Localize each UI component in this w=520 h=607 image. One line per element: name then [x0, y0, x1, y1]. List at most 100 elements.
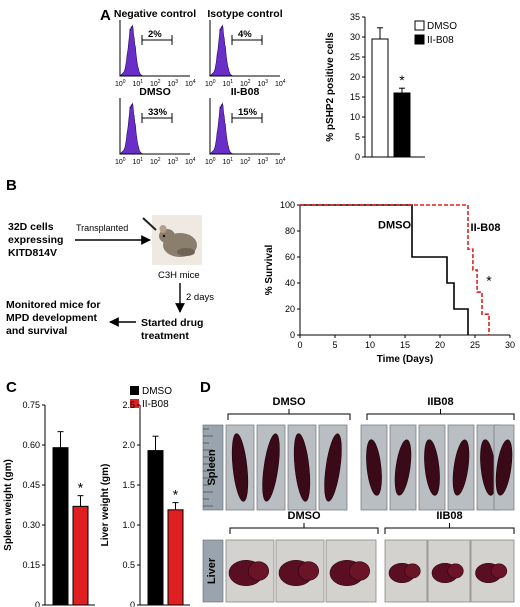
cells-line-1: 32D cells — [8, 221, 54, 233]
y-tick-label: 0 — [290, 330, 295, 340]
liver-lobe — [404, 563, 421, 579]
decade-tick-label: 100 — [205, 79, 216, 88]
spleen-iib08-bracket — [366, 409, 515, 420]
pshp2-bar-chart: 0 5 10 15 20 25 30 35 % pSHP2 positive cells * DMS… — [325, 12, 457, 162]
y-tick-label: 5 — [355, 132, 360, 142]
survival-curve — [300, 204, 469, 335]
liver-weight-chart: 0 0.5 1.0 1.5 2.0 2.5 Liver weight (gm) * — [100, 400, 190, 607]
decade-tick-label: 101 — [133, 157, 144, 166]
decade-tick-label: 102 — [240, 79, 251, 88]
y-tick-label: 0.5 — [122, 560, 135, 570]
spleen-specimen — [231, 433, 249, 502]
decade-tick-label: 100 — [115, 157, 126, 166]
histogram-title: Negative control — [114, 8, 196, 20]
bar — [72, 505, 89, 606]
decade-tick-label: 104 — [275, 157, 286, 166]
panel-label-d: D — [200, 379, 211, 396]
bar — [393, 92, 411, 158]
decade-tick-label: 103 — [258, 79, 269, 88]
bar — [371, 38, 389, 158]
spleen-iib08-label: IIB08 — [427, 396, 453, 408]
y-tick-label: 80 — [285, 226, 295, 236]
decade-tick-label: 100 — [115, 79, 126, 88]
survival-chart: 0 20 40 60 80 100 0 5 10 15 20 25 30 % Survival Time (… — [264, 200, 515, 365]
monitor-line-1: Monitored mice for — [6, 299, 101, 311]
significance-star: * — [486, 273, 492, 289]
y-tick-label: 40 — [285, 278, 295, 288]
y-tick-label: 60 — [285, 252, 295, 262]
transplanted-label: Transplanted — [76, 223, 128, 233]
y-tick-label: 20 — [350, 72, 360, 82]
decade-tick-label: 104 — [185, 79, 196, 88]
flow-histograms: Negative control 2% 100 101 102 103 104 Isotype… — [114, 8, 286, 166]
y-tick-label: 10 — [350, 112, 360, 122]
liver-dmso-label: DMSO — [288, 510, 321, 522]
significance-star: * — [399, 72, 405, 88]
y-tick-label: 2.5 — [122, 400, 135, 410]
spleen-specimen — [394, 439, 412, 496]
x-tick-label: 10 — [365, 340, 375, 350]
x-tick-label: 15 — [400, 340, 410, 350]
decade-tick-label: 102 — [150, 79, 161, 88]
y-tick-label: 0.60 — [22, 440, 40, 450]
gate-percent: 4% — [238, 29, 252, 40]
gate-percent: 15% — [238, 107, 258, 118]
decade-tick-label: 103 — [168, 79, 179, 88]
cells-line-3: KITD814V — [8, 247, 57, 259]
gate-percent: 33% — [148, 107, 168, 118]
bar — [147, 450, 164, 606]
spleen-specimen — [424, 439, 440, 496]
histogram-fill — [119, 102, 150, 155]
spleen-specimen — [293, 433, 311, 502]
liver-lobe — [348, 561, 370, 581]
x-tick-label: 30 — [505, 340, 515, 350]
y-tick-label: 0 — [355, 152, 360, 162]
decade-tick-label: 100 — [205, 157, 216, 166]
histogram-fill — [119, 24, 150, 77]
decade-tick-label: 104 — [185, 157, 196, 166]
series-label-dmso: DMSO — [378, 219, 411, 231]
liver-lobe — [297, 561, 319, 581]
delay-label: 2 days — [186, 292, 214, 303]
histogram-title: II-B08 — [231, 86, 260, 98]
legend-label: II-B08 — [427, 35, 454, 46]
spleen-specimen — [366, 439, 382, 496]
histogram-axes — [119, 20, 190, 77]
y-tick-label: 35 — [350, 12, 360, 22]
y-tick-label: 0 — [35, 600, 40, 607]
experiment-schematic: 32D cells expressing KITD814V Transplant… — [6, 215, 214, 342]
spleen-specimen — [262, 433, 280, 502]
liver-dmso-bracket — [229, 523, 379, 534]
drug-line-2: treatment — [141, 330, 189, 342]
legend-swatch-iib08 — [130, 399, 139, 408]
x-tick-label: 0 — [297, 340, 302, 350]
y-tick-label: 2.0 — [122, 440, 135, 450]
spleen-dmso-label: DMSO — [273, 396, 306, 408]
histogram-fill — [209, 102, 240, 155]
mice-label: C3H mice — [158, 270, 200, 281]
x-axis-label: Time (Days) — [377, 354, 434, 365]
decade-tick-label: 103 — [258, 157, 269, 166]
legend-swatch — [414, 20, 425, 31]
survival-curve — [300, 204, 490, 335]
histogram-axes — [209, 20, 280, 77]
spleen-row-label: Spleen — [206, 449, 218, 485]
y-axis-label: % pSHP2 positive cells — [325, 32, 336, 142]
y-tick-label: 1.0 — [122, 520, 135, 530]
panel-label-a: A — [100, 7, 111, 24]
mouse-image — [142, 215, 202, 265]
y-tick-label: 100 — [280, 200, 295, 210]
liver-lobe — [248, 561, 270, 581]
panel-label-b: B — [6, 177, 17, 194]
y-tick-label: 0 — [130, 600, 135, 607]
organ-photos: DMSO IIB08 Spleen DMSO IIB08 Liver — [202, 396, 515, 603]
histogram-title: Isotype control — [207, 8, 282, 20]
x-tick-label: 20 — [435, 340, 445, 350]
y-tick-label: 1.5 — [122, 480, 135, 490]
liver-row-label: Liver — [206, 557, 218, 584]
cells-line-2: expressing — [8, 234, 63, 246]
legend-label-iib08: II-B08 — [142, 399, 169, 410]
liver-iib08-label: IIB08 — [436, 510, 462, 522]
spleen-specimen — [324, 433, 342, 502]
